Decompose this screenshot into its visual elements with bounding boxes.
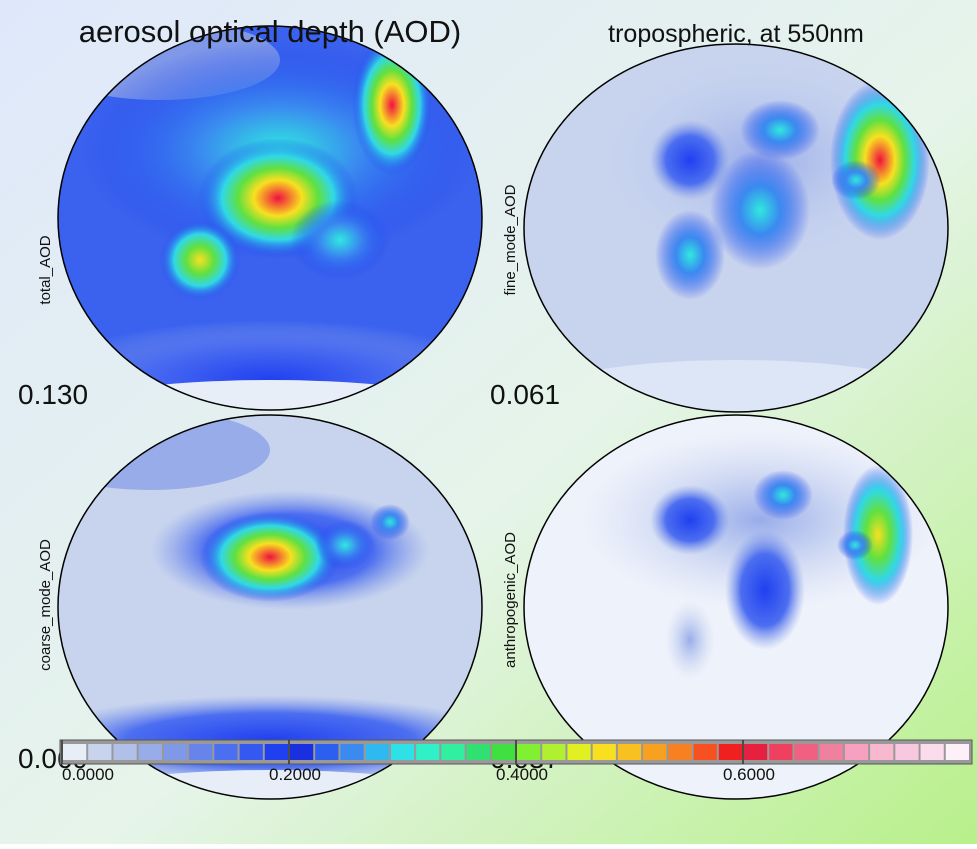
colorbar-swatch (139, 744, 162, 760)
colorbar-swatch (492, 744, 515, 760)
panel-label: anthropogenic_AOD (502, 532, 519, 668)
colorbar-swatch (467, 744, 490, 760)
panel-value: 0.061 (490, 379, 560, 410)
colorbar-swatch (769, 744, 792, 760)
colorbar-swatch (895, 744, 918, 760)
colorbar-swatch (366, 744, 389, 760)
colorbar-swatch (315, 744, 338, 760)
colorbar-swatch (88, 744, 111, 760)
title: aerosol optical depth (AOD) (79, 14, 462, 49)
colorbar-swatch (567, 744, 590, 760)
colorbar-swatch (290, 744, 313, 760)
colorbar-swatch (643, 744, 666, 760)
colorbar-swatch (694, 744, 717, 760)
colorbar-swatch (441, 744, 464, 760)
colorbar-swatch (593, 744, 616, 760)
colorbar-swatch (668, 744, 691, 760)
panel-value: 0.130 (18, 379, 88, 410)
colorbar-swatch (618, 744, 641, 760)
colorbar-swatch (164, 744, 187, 760)
colorbar-swatch (63, 744, 86, 760)
page: aerosol optical depth (AOD) tropospheric… (0, 0, 977, 849)
colorbar-swatch (113, 744, 136, 760)
colorbar-swatch (391, 744, 414, 760)
colorbar-tick-label: 0.2000 (269, 765, 321, 784)
colorbar-swatch (340, 744, 363, 760)
panel-label: coarse_mode_AOD (37, 539, 54, 671)
colorbar-swatch (794, 744, 817, 760)
colorbar-tick-label: 0.6000 (723, 765, 775, 784)
colorbar-swatch (946, 744, 969, 760)
panel-label: total_AOD (37, 235, 54, 304)
colorbar-swatch (416, 744, 439, 760)
colorbar-swatch (921, 744, 944, 760)
colorbar-swatch (542, 744, 565, 760)
colorbar-swatch (214, 744, 237, 760)
colorbar-swatch (744, 744, 767, 760)
subtitle: tropospheric, at 550nm (608, 20, 864, 48)
colorbar-swatch (240, 744, 263, 760)
colorbar-swatch (517, 744, 540, 760)
colorbar-swatch (870, 744, 893, 760)
colorbar-swatch (189, 744, 212, 760)
panel-label: fine_mode_AOD (502, 184, 519, 295)
colorbar-swatch (719, 744, 742, 760)
colorbar-tick-label: 0.0000 (62, 765, 114, 784)
figure: aerosol optical depth (AOD) tropospheric… (0, 0, 977, 844)
colorbar-tick-label: 0.4000 (496, 765, 548, 784)
colorbar-swatch (820, 744, 843, 760)
colorbar-swatch (265, 744, 288, 760)
colorbar-swatch (845, 744, 868, 760)
